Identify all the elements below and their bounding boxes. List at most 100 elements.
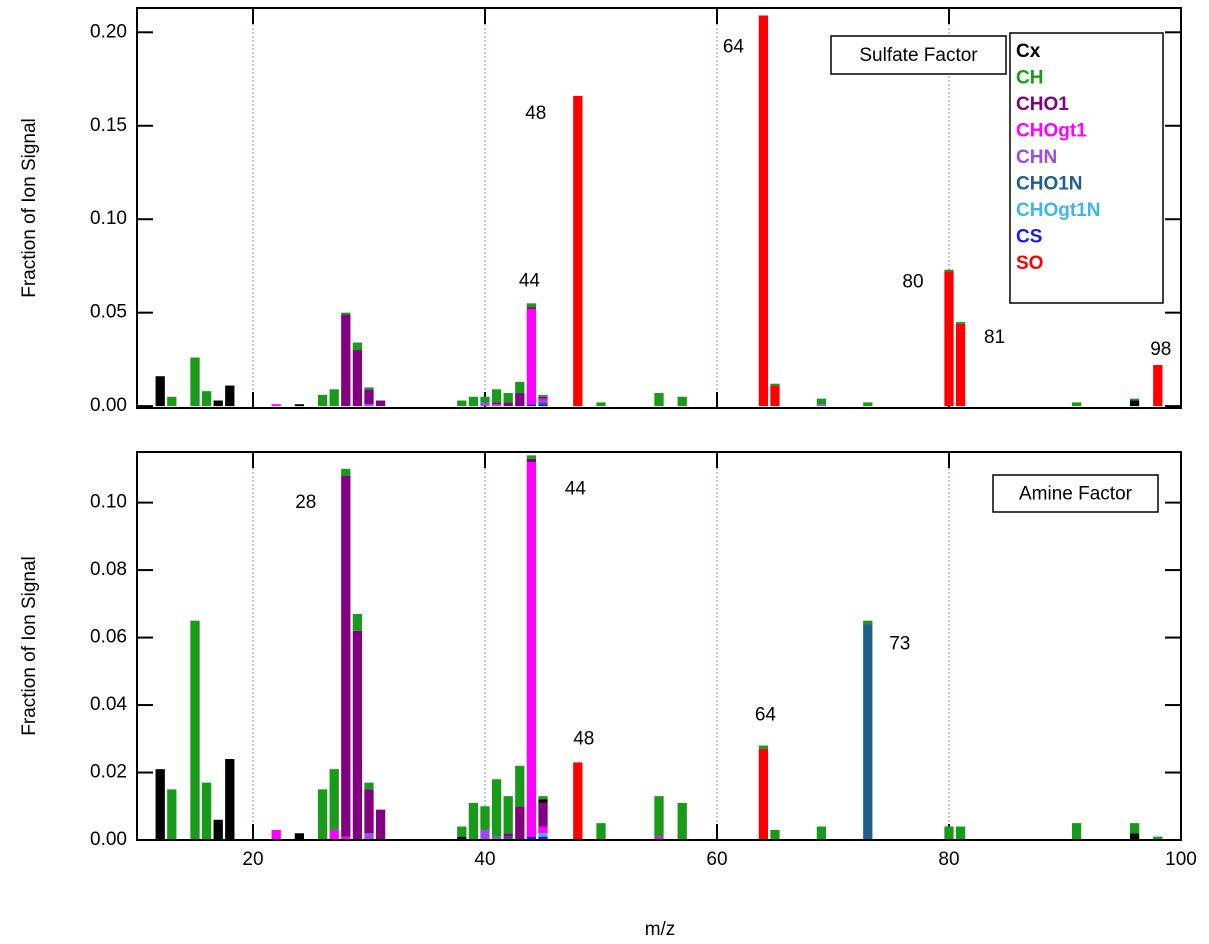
bar-segment xyxy=(538,799,548,803)
bar-segment xyxy=(955,826,966,840)
legend-entry: SO xyxy=(1016,253,1043,274)
legend-entry: CHN xyxy=(1016,147,1057,168)
bar-segment xyxy=(155,769,165,840)
bar-segment xyxy=(317,789,328,840)
y-tick-label: 0.00 xyxy=(90,829,127,850)
bar-segment xyxy=(364,389,374,405)
bar-segment xyxy=(573,762,583,840)
bar-segment xyxy=(503,836,513,840)
bar-segment xyxy=(758,745,769,749)
peak-label: 44 xyxy=(565,478,587,499)
bar-segment xyxy=(538,398,548,401)
bar-segment xyxy=(944,271,954,407)
bar-segment xyxy=(955,323,966,407)
bar-segment xyxy=(491,389,502,403)
bar-segment xyxy=(1129,823,1140,834)
bar-segment xyxy=(491,402,502,405)
y-tick-label: 0.05 xyxy=(90,302,127,323)
bar-segment xyxy=(341,468,351,476)
bar-segment xyxy=(770,385,780,407)
y-tick-label: 0.10 xyxy=(90,208,127,229)
bar-segment xyxy=(364,833,374,840)
bar-segment xyxy=(201,391,212,407)
bar-segment xyxy=(341,475,351,837)
legend-entry: CHOgt1 xyxy=(1016,121,1087,142)
bar-segment xyxy=(491,836,502,840)
bar-segment xyxy=(538,400,548,403)
bar-segment xyxy=(503,393,513,403)
bar-segment xyxy=(526,462,537,837)
bar-segment xyxy=(468,396,479,407)
bar-segment xyxy=(515,381,525,394)
bar-segment xyxy=(480,806,490,830)
bar-segment xyxy=(538,796,548,800)
bar-segment xyxy=(201,782,212,840)
y-tick-label: 0.10 xyxy=(90,492,127,513)
y-tick-label: 0.15 xyxy=(90,115,127,136)
factor-label: Sulfate Factor xyxy=(859,45,978,66)
bar-segment xyxy=(294,404,305,407)
bar-segment xyxy=(329,829,339,840)
peak-label: 73 xyxy=(889,634,910,655)
bar-segment xyxy=(503,796,513,834)
bar-segment xyxy=(352,630,363,840)
bar-segment xyxy=(538,826,548,834)
bar-segment xyxy=(329,389,339,407)
peak-label: 64 xyxy=(723,36,745,57)
x-tick-label: 20 xyxy=(242,849,263,870)
factor-box xyxy=(992,474,1159,513)
peak-label: 48 xyxy=(573,728,594,749)
x-tick-label: 40 xyxy=(474,849,495,870)
bar-segment xyxy=(526,303,537,308)
legend-box xyxy=(1009,32,1164,304)
bar-segment xyxy=(1071,823,1082,840)
factor-label: Amine Factor xyxy=(1019,484,1133,505)
bar-segment xyxy=(167,396,177,407)
bar-segment xyxy=(758,15,769,407)
bar-segment xyxy=(677,396,687,407)
factor-box xyxy=(830,35,1007,75)
bar-segment xyxy=(491,779,502,837)
legend-entry: CHO1N xyxy=(1016,174,1083,195)
bar-segment xyxy=(596,402,606,407)
bar-segment xyxy=(816,398,827,405)
bar-segment xyxy=(271,404,281,407)
bar-segment xyxy=(225,759,235,840)
bar-segment xyxy=(596,823,606,840)
y-tick-label: 0.20 xyxy=(90,21,127,42)
bar-segment xyxy=(317,394,328,407)
bar-segment xyxy=(538,836,548,840)
bar-segment xyxy=(515,765,525,807)
bar-segment xyxy=(468,802,479,840)
bar-segment xyxy=(480,402,490,407)
y-tick-label: 0.00 xyxy=(90,395,127,416)
legend-entry: CH xyxy=(1016,68,1043,89)
y-tick-label: 0.06 xyxy=(90,627,127,648)
legend-entry: CHO1 xyxy=(1016,94,1069,115)
bar-segment xyxy=(526,307,537,309)
x-tick-label: 80 xyxy=(938,849,959,870)
bar-segment xyxy=(526,404,537,407)
bar-segment xyxy=(677,802,687,840)
legend-entry: Cx xyxy=(1016,41,1041,62)
bar-segment xyxy=(1129,833,1140,840)
bar-segment xyxy=(538,833,548,837)
peak-label: 81 xyxy=(984,327,1005,348)
bar-segment xyxy=(1153,836,1163,840)
bar-segment xyxy=(225,385,235,407)
bar-segment xyxy=(1129,398,1140,401)
bar-segment xyxy=(654,393,664,407)
bar-segment xyxy=(341,314,351,407)
bar-segment xyxy=(329,769,339,830)
bar-segment xyxy=(654,796,664,837)
peak-label: 64 xyxy=(755,705,777,726)
bar-segment xyxy=(457,826,467,837)
bar-segment xyxy=(538,394,548,397)
bar-segment xyxy=(538,802,548,827)
bar-segment xyxy=(515,393,525,407)
bar-segment xyxy=(526,455,537,459)
bar-segment xyxy=(457,836,467,840)
y-axis-label: Fraction of Ion Signal xyxy=(19,118,40,298)
bar-segment xyxy=(341,312,351,315)
